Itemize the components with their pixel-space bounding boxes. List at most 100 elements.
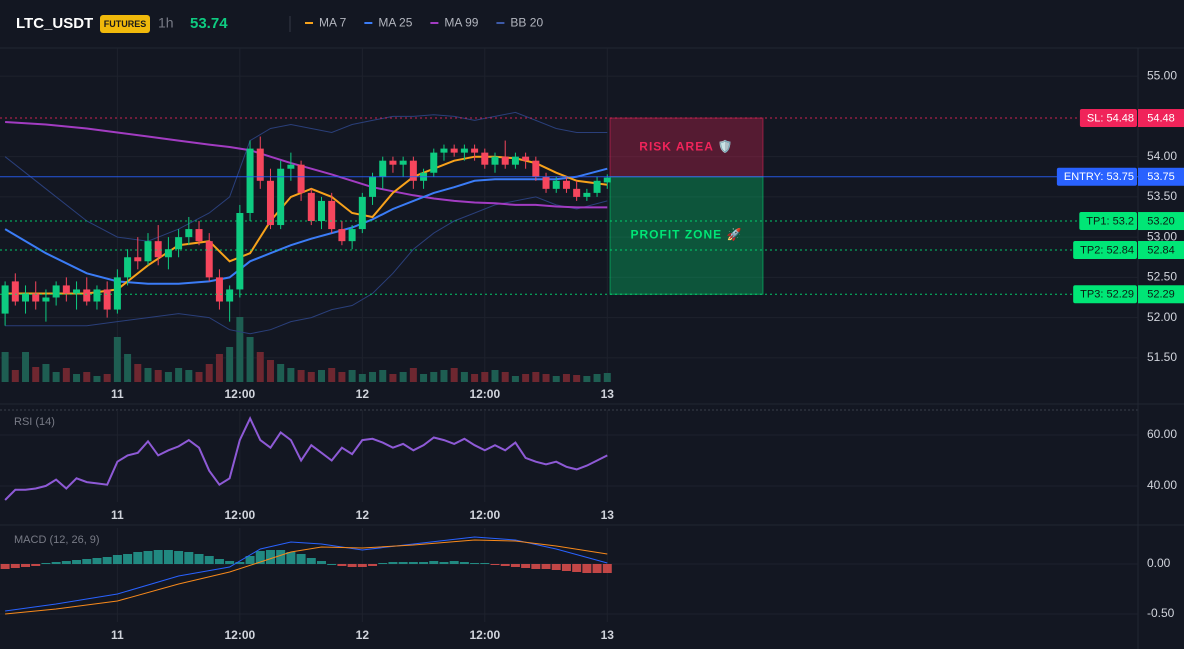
bollinger-lower (5, 196, 608, 335)
price-tag (1138, 241, 1184, 260)
futures-badge (100, 15, 150, 33)
candle-body (583, 192, 591, 197)
histogram-bar (327, 564, 337, 565)
x-tick-label: 12:00 (224, 628, 255, 642)
volume-bar (154, 370, 162, 382)
volume-bar (603, 373, 611, 382)
candle-body (164, 249, 172, 258)
pane-title: MACD (12, 26, 9) (14, 534, 100, 546)
volume-bar (420, 374, 428, 382)
histogram-bar (398, 562, 408, 564)
histogram-bar (102, 557, 112, 564)
level-tag-label: TP3: 52.29 (1080, 289, 1134, 301)
price-tag (1138, 212, 1184, 231)
legend-label: MA 25 (378, 16, 412, 30)
candle-body (338, 229, 346, 242)
candle-body (287, 164, 295, 169)
y-tick-label: 55.00 (1147, 68, 1177, 82)
volume-bar (317, 370, 325, 382)
candle-body (124, 257, 132, 278)
histogram-bar (61, 561, 71, 564)
candle-body (328, 200, 336, 230)
x-tick-label: 12:00 (469, 508, 500, 522)
volume-bar (175, 368, 183, 382)
volume-bar (32, 367, 40, 382)
volume-bar (593, 374, 601, 382)
level-tag (1079, 212, 1137, 231)
histogram-bar (459, 562, 469, 564)
candle-body (562, 180, 570, 189)
level-tag-label: SL: 54.48 (1087, 112, 1134, 124)
volume-bar (11, 370, 19, 382)
volume-bar (450, 368, 458, 382)
volume-bar (266, 360, 274, 382)
x-tick-label: 12 (356, 387, 370, 401)
volume-bar (62, 368, 70, 382)
candle-body (542, 176, 550, 189)
volume-bar (471, 374, 479, 382)
histogram-bar (572, 564, 582, 572)
histogram-bar (541, 564, 551, 569)
histogram-bar (500, 564, 510, 566)
volume-bar (42, 364, 50, 382)
candle-body (32, 293, 40, 302)
histogram-bar (82, 559, 92, 564)
histogram-bar (378, 563, 388, 564)
x-tick-label: 13 (601, 508, 615, 522)
legend-label: MA 99 (444, 16, 478, 30)
histogram-bar (521, 564, 531, 568)
histogram-bar (510, 564, 520, 567)
histogram-bar (194, 554, 204, 564)
volume-bar (573, 375, 581, 382)
price-tag (1138, 167, 1184, 186)
histogram-bar (255, 551, 265, 564)
histogram-bar (245, 556, 255, 564)
volume-bar (409, 368, 417, 382)
candle-body (113, 277, 121, 310)
volume-bar (399, 372, 407, 382)
histogram-bar (470, 563, 480, 564)
candle-body (430, 152, 438, 173)
candle-body (389, 160, 397, 165)
histogram-bar (123, 554, 133, 564)
volume-bar (562, 374, 570, 382)
level-tag (1073, 241, 1137, 260)
y-tick-label: 53.50 (1147, 189, 1177, 203)
candle-body (573, 188, 581, 197)
volume-bar (277, 364, 285, 382)
volume-bar (307, 372, 315, 382)
volume-bar (430, 372, 438, 382)
histogram-bar (235, 562, 245, 564)
price-tag-label: 54.48 (1147, 112, 1175, 124)
histogram-bar (41, 563, 51, 564)
candle-body (236, 212, 244, 290)
histogram-bar (449, 561, 459, 564)
candle-body (501, 156, 509, 165)
volume-bar (236, 317, 244, 382)
y-tick-label: 51.50 (1147, 350, 1177, 364)
candle-body (62, 285, 70, 294)
volume-bar (297, 370, 305, 382)
candle-body (195, 229, 203, 242)
histogram-bar (21, 564, 31, 567)
volume-bar (185, 370, 193, 382)
candle-body (277, 168, 285, 226)
candle-body (134, 257, 142, 262)
volume-bar (195, 372, 203, 382)
histogram-bar (225, 561, 235, 564)
x-tick-label: 11 (111, 508, 124, 522)
moving-average (5, 121, 608, 209)
histogram-bar (531, 564, 541, 569)
price-tag-label: 53.75 (1147, 171, 1175, 183)
x-tick-label: 12:00 (469, 387, 500, 401)
histogram-bar (265, 550, 275, 564)
candle-body (154, 241, 162, 258)
volume-bar (103, 374, 111, 382)
volume-bar (369, 372, 377, 382)
level-tag-label: TP1: 53.2 (1086, 215, 1134, 227)
histogram-bar (92, 558, 102, 564)
candle-body (73, 289, 81, 294)
